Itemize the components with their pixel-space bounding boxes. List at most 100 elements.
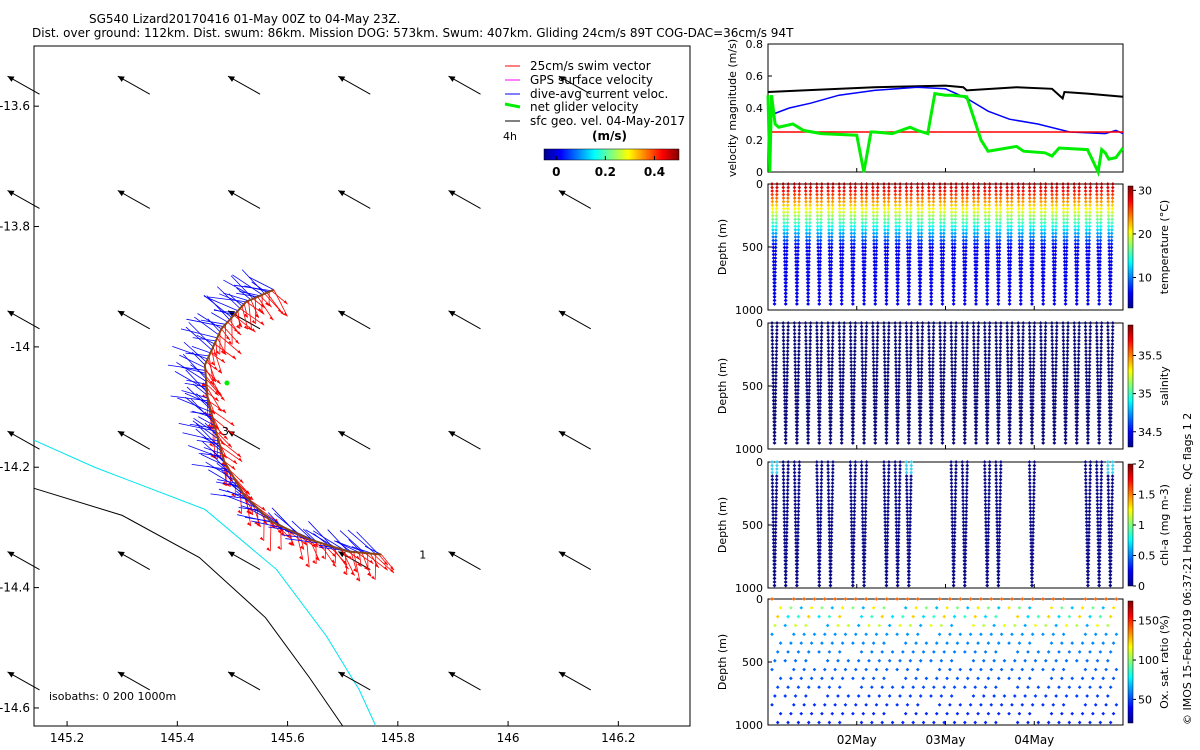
velocity-ytick-label: 0.4 bbox=[746, 102, 764, 115]
profile-sample bbox=[1017, 228, 1022, 232]
profile-sample bbox=[770, 185, 774, 190]
profile-sample bbox=[916, 356, 921, 361]
profile-sample bbox=[831, 185, 835, 190]
profile-sample bbox=[997, 395, 1002, 399]
profile-sample bbox=[942, 192, 947, 197]
profile-sample bbox=[896, 249, 901, 253]
profile-sample bbox=[807, 238, 812, 243]
profile-sample bbox=[953, 374, 957, 378]
swim-vector-head bbox=[355, 577, 360, 582]
profile-sample bbox=[815, 220, 820, 225]
profile-sample bbox=[997, 381, 1002, 385]
profile-sample bbox=[1027, 338, 1032, 343]
swim-vector bbox=[243, 303, 249, 318]
profile-sample bbox=[837, 192, 842, 197]
swim-vector-head bbox=[348, 555, 353, 560]
current-vector bbox=[223, 494, 258, 509]
profile-sample bbox=[1007, 434, 1012, 438]
profile-sample bbox=[841, 206, 846, 211]
profile-sample bbox=[795, 266, 800, 271]
profile-sample bbox=[797, 189, 802, 193]
profile-sample bbox=[930, 270, 934, 275]
profile-sample bbox=[781, 185, 786, 190]
profile-sample bbox=[770, 203, 775, 208]
profile-sample bbox=[1006, 256, 1011, 260]
profile-sample bbox=[1020, 231, 1025, 236]
profile-sample bbox=[994, 192, 998, 197]
profile-sample bbox=[962, 302, 967, 306]
profile-sample bbox=[1054, 363, 1058, 368]
profile-sample bbox=[808, 210, 812, 215]
profile-sample bbox=[927, 228, 932, 232]
profile-sample bbox=[772, 437, 777, 442]
profile-sample bbox=[864, 324, 869, 329]
geo-vector-head bbox=[448, 76, 456, 82]
profile-sample bbox=[1111, 321, 1115, 325]
profile-sample bbox=[994, 182, 998, 186]
profile-sample bbox=[1005, 324, 1009, 329]
profile-sample bbox=[782, 367, 786, 371]
profile-sample bbox=[1039, 367, 1044, 371]
profile-sample bbox=[864, 206, 868, 211]
profile-sample bbox=[848, 342, 853, 347]
swim-vector-head bbox=[257, 307, 262, 312]
profile-sample bbox=[1095, 228, 1100, 232]
profile-sample bbox=[818, 270, 822, 275]
profile-sample bbox=[772, 291, 777, 296]
profile-sample bbox=[974, 295, 979, 299]
profile-sample bbox=[871, 331, 875, 336]
profile-sample bbox=[897, 231, 901, 236]
profile-sample bbox=[1099, 338, 1104, 343]
profile-sample bbox=[826, 359, 831, 364]
profile-sample bbox=[819, 338, 824, 343]
profile-sample bbox=[915, 196, 920, 200]
profile-sample bbox=[931, 185, 936, 190]
chart-subtitle: Dist. over ground: 112km. Dist. swum: 86… bbox=[32, 26, 794, 40]
profile-sample bbox=[1017, 349, 1021, 354]
profile-sample bbox=[817, 437, 822, 442]
profile-sample bbox=[781, 189, 786, 193]
profile-sample bbox=[908, 391, 912, 396]
profile-sample bbox=[785, 217, 790, 222]
profile-sample bbox=[871, 220, 876, 225]
profile-sample bbox=[942, 342, 947, 347]
profile-sample bbox=[1075, 256, 1080, 260]
profile-sample bbox=[1086, 430, 1091, 435]
profile-sample bbox=[1064, 395, 1069, 399]
profile-sample bbox=[1054, 370, 1058, 375]
profile-sample bbox=[874, 238, 879, 243]
profile-sample bbox=[893, 324, 898, 329]
profile-sample bbox=[985, 427, 990, 431]
profile-sample bbox=[1099, 356, 1103, 361]
profile-sample bbox=[1110, 220, 1114, 225]
profile-sample bbox=[771, 363, 775, 368]
profile-sample bbox=[916, 342, 920, 347]
profile-sample bbox=[860, 210, 864, 215]
profile-sample bbox=[785, 384, 789, 389]
profile-sample bbox=[827, 249, 832, 253]
profile-sample bbox=[1106, 210, 1111, 215]
profile-sample bbox=[781, 331, 786, 336]
profile-sample bbox=[942, 189, 947, 193]
profile-sample bbox=[803, 189, 808, 193]
geo-vector-head bbox=[558, 190, 566, 197]
profile-sample bbox=[1054, 324, 1059, 329]
profile-sample bbox=[931, 203, 936, 208]
current-vector bbox=[200, 319, 226, 325]
profile-sample bbox=[1094, 324, 1099, 329]
profile-sample bbox=[863, 224, 868, 229]
profile-sample bbox=[1106, 224, 1111, 229]
profile-sample bbox=[1005, 328, 1010, 332]
profile-sample bbox=[860, 228, 865, 232]
geo-vector-head bbox=[228, 76, 236, 82]
profile-sample bbox=[830, 196, 835, 200]
profile-sample bbox=[852, 384, 856, 389]
profile-sample bbox=[1042, 381, 1047, 385]
profile-sample bbox=[927, 206, 932, 211]
profile-sample bbox=[908, 374, 913, 378]
profile-sample bbox=[874, 395, 879, 399]
profile-sample bbox=[897, 345, 902, 350]
profile-sample bbox=[797, 182, 802, 186]
profile-sample bbox=[1042, 367, 1047, 371]
profile-sample bbox=[965, 199, 969, 204]
